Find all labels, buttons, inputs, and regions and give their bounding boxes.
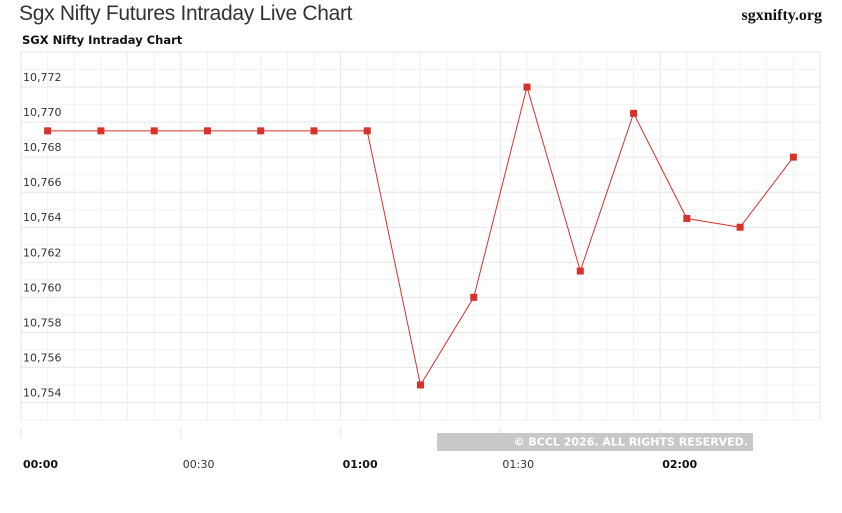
y-tick-label: 10,768	[23, 141, 62, 154]
data-point-marker[interactable]	[203, 127, 211, 135]
data-point-marker[interactable]	[417, 381, 424, 389]
data-point-marker[interactable]	[630, 109, 638, 117]
data-point-marker[interactable]	[44, 127, 52, 135]
x-tick-label: 01:00	[343, 458, 378, 471]
data-point-marker[interactable]	[363, 127, 371, 135]
series-layer	[44, 83, 797, 389]
data-point-marker[interactable]	[470, 293, 478, 301]
site-name-logo[interactable]: sgxnifty.org	[741, 7, 822, 24]
data-point-marker[interactable]	[683, 214, 691, 222]
y-tick-label: 10,756	[23, 351, 62, 364]
y-tick-label: 10,760	[23, 281, 62, 294]
y-tick-label: 10,758	[23, 316, 62, 329]
y-tick-label: 10,764	[23, 211, 62, 224]
x-tick-label: 02:00	[662, 458, 697, 471]
data-point-marker[interactable]	[736, 223, 744, 231]
page-title: Sgx Nifty Futures Intraday Live Chart	[19, 2, 353, 25]
y-tick-label: 10,772	[23, 71, 62, 84]
data-point-marker[interactable]	[257, 127, 265, 135]
x-tick-label: 00:00	[23, 458, 58, 471]
y-tick-label: 10,762	[23, 246, 62, 259]
data-point-marker[interactable]	[150, 127, 158, 135]
data-point-marker[interactable]	[523, 83, 531, 91]
data-point-marker[interactable]	[576, 267, 584, 275]
copyright-banner: © BCCL 2026. ALL RIGHTS RESERVED.	[437, 433, 753, 451]
copyright-background	[437, 433, 753, 451]
x-tick-label: 01:30	[502, 458, 534, 471]
y-axis: 10,754 10,756 10,758 10,760 10,762 10,764 10,7…	[23, 71, 62, 399]
data-point-marker[interactable]	[789, 153, 797, 161]
chart-grid	[20, 51, 821, 421]
x-tick-label: 00:30	[183, 458, 215, 471]
data-point-marker[interactable]	[97, 127, 105, 135]
copyright-text: © BCCL 2026. ALL RIGHTS RESERVED.	[514, 436, 748, 449]
data-point-marker[interactable]	[310, 127, 318, 135]
y-tick-label: 10,754	[23, 386, 62, 399]
y-tick-label: 10,770	[23, 106, 62, 119]
chart-title: SGX Nifty Intraday Chart	[22, 33, 183, 47]
y-tick-label: 10,766	[23, 176, 62, 189]
